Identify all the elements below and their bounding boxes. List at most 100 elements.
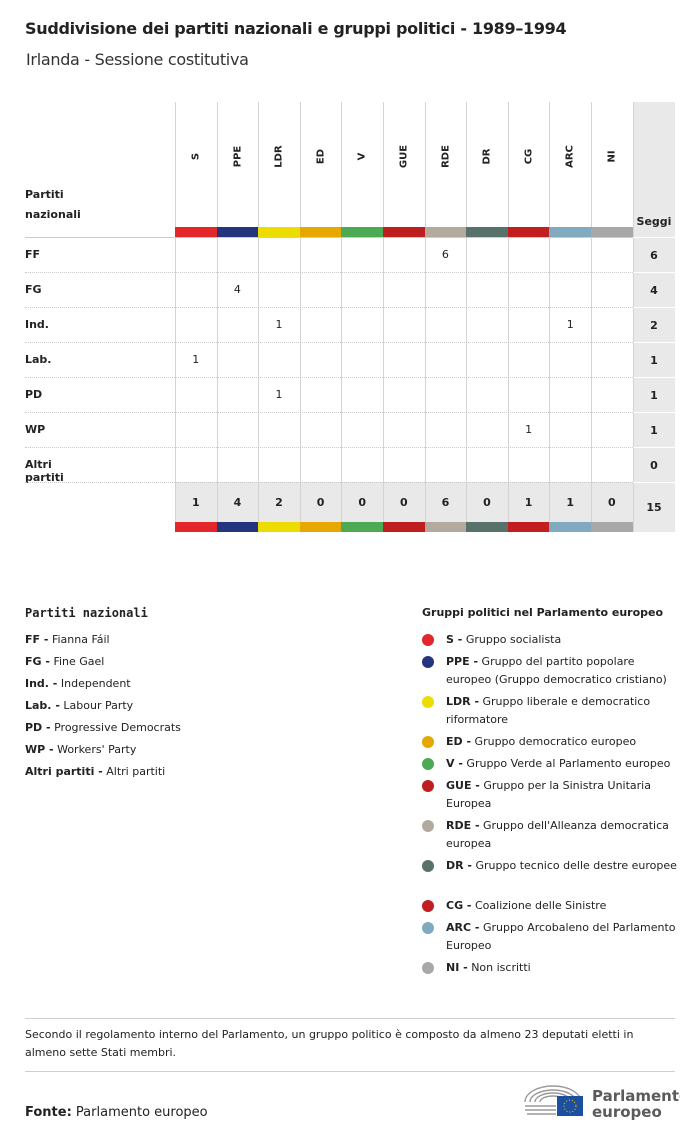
column-total: 0 <box>483 495 491 509</box>
legend-name: Gruppo tecnico delle destre europee <box>475 859 677 872</box>
column-divider <box>549 102 551 532</box>
group-color-bar <box>591 522 633 532</box>
legend-name: Gruppo democratico europeo <box>474 735 637 748</box>
row-header: nazionali <box>25 208 81 221</box>
column-divider <box>632 102 634 532</box>
party-label: FG <box>25 283 42 296</box>
row-header: Partiti <box>25 188 64 201</box>
legend-code: GUE - <box>446 779 480 792</box>
legend-name: Labour Party <box>63 699 134 712</box>
legend-code: CG - <box>446 899 472 912</box>
column-divider <box>299 102 301 532</box>
legend-code: PD - <box>25 721 51 734</box>
legend-name: Non iscritti <box>471 961 531 974</box>
group-color-bar <box>549 227 591 237</box>
group-header-s: S <box>190 152 202 161</box>
legend-dot-icon <box>422 922 434 934</box>
group-header-arc: ARC <box>564 145 576 168</box>
legend-item: LDR - Gruppo liberale e democratico rifo… <box>446 693 678 729</box>
row-total: 1 <box>633 412 675 447</box>
group-color-bar <box>341 227 383 237</box>
legend-code: WP - <box>25 743 54 756</box>
page-title: Suddivisione dei partiti nazionali e gru… <box>25 19 567 38</box>
group-header-rde: RDE <box>440 145 452 168</box>
row-total: 4 <box>633 272 675 307</box>
legend-code: Altri partiti - <box>25 765 103 778</box>
column-divider <box>507 102 509 532</box>
divider <box>25 1018 675 1019</box>
column-total: 1 <box>524 495 533 509</box>
group-color-bar <box>258 227 300 237</box>
group-color-bar <box>507 227 550 237</box>
group-color-bar <box>175 522 217 532</box>
group-color-bar <box>299 522 342 532</box>
group-color-bar <box>507 522 550 532</box>
legend-name: Workers' Party <box>57 743 137 756</box>
legend-dot-icon <box>422 634 434 646</box>
column-divider <box>216 102 218 532</box>
hemicycle-icon: Parlamento europeo <box>524 1085 689 1121</box>
legend-item: ARC - Gruppo Arcobaleno del Parlamento E… <box>446 919 678 955</box>
row-divider <box>25 482 633 483</box>
legend-item: RDE - Gruppo dell'Alleanza democratica e… <box>446 817 678 853</box>
row-divider <box>25 377 633 378</box>
row-total: 0 <box>633 447 675 482</box>
legend-name: Progressive Democrats <box>54 721 181 734</box>
legend-item: FF - Fianna Fáil <box>25 631 110 649</box>
page-subtitle: Irlanda - Sessione costitutiva <box>26 50 249 69</box>
legend-title: Partiti nazionali <box>25 606 148 620</box>
row-divider <box>25 272 633 273</box>
header-line <box>25 237 675 238</box>
legend-code: S - <box>446 633 463 646</box>
group-color-bar <box>299 227 342 237</box>
legend-name: Altri partiti <box>106 765 166 778</box>
legend-dot-icon <box>422 758 434 770</box>
legend-code: FF - <box>25 633 49 646</box>
legend-code: FG - <box>25 655 50 668</box>
group-color-bar <box>341 522 383 532</box>
group-header-gue: GUE <box>398 144 410 169</box>
group-color-bar <box>216 227 259 237</box>
seat-value: 1 <box>275 318 283 331</box>
legend-name: Fine Gael <box>53 655 105 668</box>
legend-dot-icon <box>422 736 434 748</box>
party-label: Lab. <box>25 353 52 366</box>
group-header-dr: DR <box>481 148 493 165</box>
legend-name: Gruppo del partito popolare europeo (Gru… <box>446 655 667 686</box>
legend-name: Gruppo dell'Alleanza democratica europea <box>446 819 669 850</box>
column-divider <box>424 102 426 532</box>
column-divider <box>341 102 343 532</box>
group-color-bar <box>424 522 467 532</box>
group-color-bar <box>466 227 508 237</box>
group-color-bar <box>466 522 508 532</box>
legend-item: FG - Fine Gael <box>25 653 104 671</box>
group-header-ni: NI <box>606 150 618 163</box>
legend-item: NI - Non iscritti <box>446 959 678 977</box>
party-label: WP <box>25 423 46 436</box>
logo-text-1: Parlamento <box>592 1087 680 1105</box>
column-total: 2 <box>275 495 283 509</box>
group-header-cg: CG <box>523 148 535 165</box>
legend-name: Independent <box>60 677 131 690</box>
legend-dot-icon <box>422 900 434 912</box>
legend-name: Fianna Fáil <box>51 633 110 646</box>
legend-code: RDE - <box>446 819 480 832</box>
seats-column-bg <box>633 102 675 532</box>
legend-item: WP - Workers' Party <box>25 741 136 759</box>
legend-code: Lab. - <box>25 699 60 712</box>
row-divider <box>25 307 633 308</box>
divider <box>25 1071 675 1072</box>
group-color-bar <box>424 227 467 237</box>
column-divider <box>383 102 384 532</box>
legend-dot-icon <box>422 696 434 708</box>
legend-name: Gruppo per la Sinistra Unitaria Europea <box>446 779 651 810</box>
legend-item: Ind. - Independent <box>25 675 131 693</box>
seat-value: 4 <box>233 283 241 296</box>
column-divider <box>591 102 592 532</box>
source-value: Parlamento europeo <box>75 1105 208 1120</box>
column-total: 1 <box>191 495 200 509</box>
party-label: Ind. <box>25 318 49 331</box>
group-color-bar <box>591 227 633 237</box>
group-color-bar <box>383 522 425 532</box>
row-divider <box>25 342 633 343</box>
